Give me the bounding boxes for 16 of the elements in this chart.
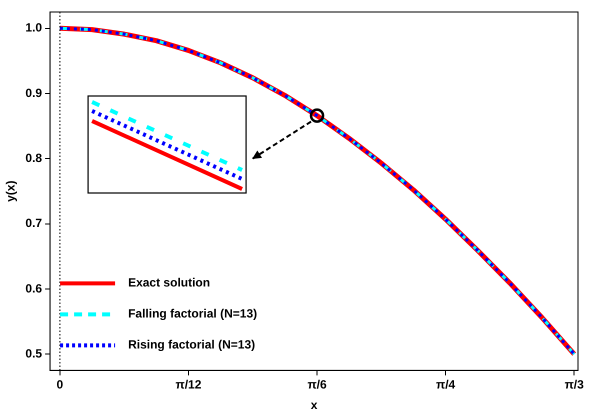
x-tick-label: 0 bbox=[56, 377, 64, 392]
y-axis-title: y(x) bbox=[4, 180, 18, 202]
y-tick-label: 0.7 bbox=[25, 216, 42, 230]
y-tick-label: 0.6 bbox=[25, 281, 42, 296]
x-tick-label: π/4 bbox=[436, 377, 456, 392]
y-tick-label: 0.9 bbox=[25, 86, 42, 100]
legend-label: Exact solution bbox=[128, 276, 210, 290]
y-tick-label: 1.0 bbox=[25, 20, 42, 35]
legend-label: Falling factorial (N=13) bbox=[128, 306, 258, 321]
y-tick-label: 0.8 bbox=[25, 150, 42, 165]
y-tick-label: 0.5 bbox=[25, 346, 42, 360]
x-axis-title: x bbox=[310, 398, 318, 412]
x-tick-label: π/3 bbox=[564, 377, 584, 392]
x-tick-label: π/12 bbox=[176, 377, 202, 392]
x-tick-label: π/6 bbox=[307, 377, 327, 392]
legend-label: Rising factorial (N=13) bbox=[128, 338, 256, 352]
